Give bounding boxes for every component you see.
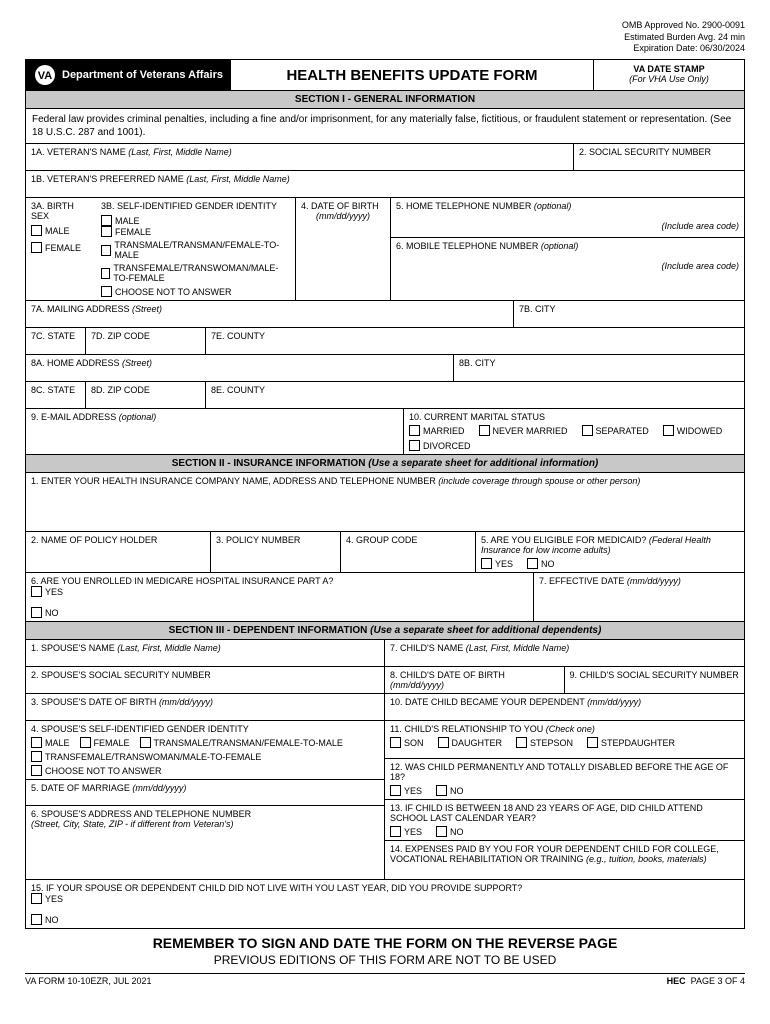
- omb-number: OMB Approved No. 2900-0091: [25, 20, 745, 32]
- field-mailing-street[interactable]: 7A. MAILING ADDRESS (Street): [26, 301, 514, 327]
- form-title: HEALTH BENEFITS UPDATE FORM: [231, 60, 594, 90]
- checkbox-gender-male[interactable]: [101, 215, 112, 226]
- stamp-subtitle: (For VHA Use Only): [598, 74, 740, 84]
- field-medicaid: 5. ARE YOU ELIGIBLE FOR MEDICAID? (Feder…: [476, 532, 744, 572]
- hec-label: HEC: [667, 976, 686, 986]
- checkbox-spouse-na[interactable]: [31, 765, 42, 776]
- field-mailing-state[interactable]: 7C. STATE: [26, 328, 86, 354]
- field-ssn[interactable]: 2. SOCIAL SECURITY NUMBER: [574, 144, 744, 170]
- field-marital-status: 10. CURRENT MARITAL STATUS MARRIED NEVER…: [404, 409, 744, 454]
- checkbox-school-no[interactable]: [436, 826, 447, 837]
- checkbox-gender-na[interactable]: [101, 286, 112, 297]
- field-home-street[interactable]: 8A. HOME ADDRESS (Street): [26, 355, 454, 381]
- field-medicare-a: 6. ARE YOU ENROLLED IN MEDICARE HOSPITAL…: [26, 573, 534, 621]
- checkbox-spouse-female[interactable]: [80, 737, 91, 748]
- dept-label: Department of Veterans Affairs: [62, 69, 223, 81]
- field-mailing-county[interactable]: 7E. COUNTY: [206, 328, 744, 354]
- top-header-row: VA Department of Veterans Affairs HEALTH…: [25, 59, 745, 91]
- checkbox-spouse-tf[interactable]: [31, 751, 42, 762]
- page-number: PAGE 3 OF 4: [691, 976, 745, 986]
- checkbox-stepson[interactable]: [516, 737, 527, 748]
- burden: Estimated Burden Avg. 24 min: [25, 32, 745, 44]
- field-preferred-name[interactable]: 1B. VETERAN'S PREFERRED NAME (Last, Firs…: [26, 171, 744, 197]
- field-veteran-name[interactable]: 1A. VETERAN'S NAME (Last, First, Middle …: [26, 144, 574, 170]
- svg-text:VA: VA: [38, 70, 53, 82]
- checkbox-spouse-tm[interactable]: [140, 737, 151, 748]
- checkbox-gender-female[interactable]: [101, 226, 112, 237]
- checkbox-support-yes[interactable]: [31, 893, 42, 904]
- form-id: VA FORM 10-10EZR, JUL 2021: [25, 976, 152, 986]
- checkbox-medicare-yes[interactable]: [31, 586, 42, 597]
- field-policy-holder[interactable]: 2. NAME OF POLICY HOLDER: [26, 532, 211, 572]
- field-dob[interactable]: 4. DATE OF BIRTH (mm/dd/yyyy): [296, 198, 391, 300]
- date-stamp-block: VA DATE STAMP (For VHA Use Only): [594, 60, 744, 90]
- field-spouse-ssn[interactable]: 2. SPOUSE'S SOCIAL SECURITY NUMBER: [26, 667, 385, 693]
- field-support: 15. IF YOUR SPOUSE OR DEPENDENT CHILD DI…: [26, 880, 744, 928]
- child-right-group: 11. CHILD'S RELATIONSHIP TO YOU (Check o…: [385, 721, 744, 879]
- field-child-ssn[interactable]: 9. CHILD'S SOCIAL SECURITY NUMBER: [565, 667, 745, 693]
- page-footer: VA FORM 10-10EZR, JUL 2021 HEC PAGE 3 OF…: [25, 973, 745, 986]
- field-group-code[interactable]: 4. GROUP CODE: [341, 532, 476, 572]
- checkbox-widowed[interactable]: [663, 425, 674, 436]
- phone-group: 5. HOME TELEPHONE NUMBER (optional) (Inc…: [391, 198, 744, 300]
- section-3-header: SECTION III - DEPENDENT INFORMATION (Use…: [25, 622, 745, 640]
- reminder-line2: PREVIOUS EDITIONS OF THIS FORM ARE NOT T…: [25, 953, 745, 967]
- field-child-dependent-date[interactable]: 10. DATE CHILD BECAME YOUR DEPENDENT (mm…: [385, 694, 744, 720]
- checkbox-son[interactable]: [390, 737, 401, 748]
- checkbox-spouse-male[interactable]: [31, 737, 42, 748]
- legal-warning: Federal law provides criminal penalties,…: [25, 109, 745, 144]
- checkbox-never-married[interactable]: [479, 425, 490, 436]
- checkbox-divorced[interactable]: [409, 440, 420, 451]
- field-effective-date[interactable]: 7. EFFECTIVE DATE (mm/dd/yyyy): [534, 573, 744, 621]
- field-spouse-name[interactable]: 1. SPOUSE'S NAME (Last, First, Middle Na…: [26, 640, 385, 666]
- checkbox-birth-male[interactable]: [31, 225, 42, 236]
- field-mailing-city[interactable]: 7B. CITY: [514, 301, 744, 327]
- field-sex-gender: 3A. BIRTH SEX MALE FEMALE 3B. SELF-IDENT…: [26, 198, 296, 300]
- checkbox-birth-female[interactable]: [31, 242, 42, 253]
- stamp-title: VA DATE STAMP: [598, 64, 740, 74]
- section-1-header: SECTION I - GENERAL INFORMATION: [25, 91, 745, 109]
- field-spouse-dob[interactable]: 3. SPOUSE'S DATE OF BIRTH (mm/dd/yyyy): [26, 694, 385, 720]
- checkbox-daughter[interactable]: [438, 737, 449, 748]
- field-insurance-company[interactable]: 1. ENTER YOUR HEALTH INSURANCE COMPANY N…: [26, 473, 744, 531]
- field-policy-number[interactable]: 3. POLICY NUMBER: [211, 532, 341, 572]
- field-child-dob[interactable]: 8. CHILD'S DATE OF BIRTH (mm/dd/yyyy): [385, 667, 565, 693]
- spouse-left-group: 4. SPOUSE'S SELF-IDENTIFIED GENDER IDENT…: [26, 721, 385, 879]
- field-home-county[interactable]: 8E. COUNTY: [206, 382, 744, 408]
- checkbox-medicaid-no[interactable]: [527, 558, 538, 569]
- section-2-header: SECTION II - INSURANCE INFORMATION (Use …: [25, 455, 745, 473]
- checkbox-gender-tf[interactable]: [101, 268, 110, 279]
- checkbox-gender-tm[interactable]: [101, 245, 111, 256]
- field-email[interactable]: 9. E-MAIL ADDRESS (optional): [26, 409, 404, 454]
- field-home-state[interactable]: 8C. STATE: [26, 382, 86, 408]
- va-logo-icon: VA: [34, 64, 56, 86]
- expiration: Expiration Date: 06/30/2024: [25, 43, 745, 55]
- checkbox-school-yes[interactable]: [390, 826, 401, 837]
- field-home-zip[interactable]: 8D. ZIP CODE: [86, 382, 206, 408]
- checkbox-stepdaughter[interactable]: [587, 737, 598, 748]
- checkbox-married[interactable]: [409, 425, 420, 436]
- checkbox-medicaid-yes[interactable]: [481, 558, 492, 569]
- department-block: VA Department of Veterans Affairs: [26, 60, 231, 90]
- checkbox-separated[interactable]: [582, 425, 593, 436]
- field-home-city[interactable]: 8B. CITY: [454, 355, 744, 381]
- field-child-name[interactable]: 7. CHILD'S NAME (Last, First, Middle Nam…: [385, 640, 744, 666]
- checkbox-medicare-no[interactable]: [31, 607, 42, 618]
- checkbox-disabled-no[interactable]: [436, 785, 447, 796]
- field-mailing-zip[interactable]: 7D. ZIP CODE: [86, 328, 206, 354]
- reminder-line1: REMEMBER TO SIGN AND DATE THE FORM ON TH…: [25, 935, 745, 951]
- checkbox-disabled-yes[interactable]: [390, 785, 401, 796]
- header-meta: OMB Approved No. 2900-0091 Estimated Bur…: [25, 20, 745, 55]
- checkbox-support-no[interactable]: [31, 914, 42, 925]
